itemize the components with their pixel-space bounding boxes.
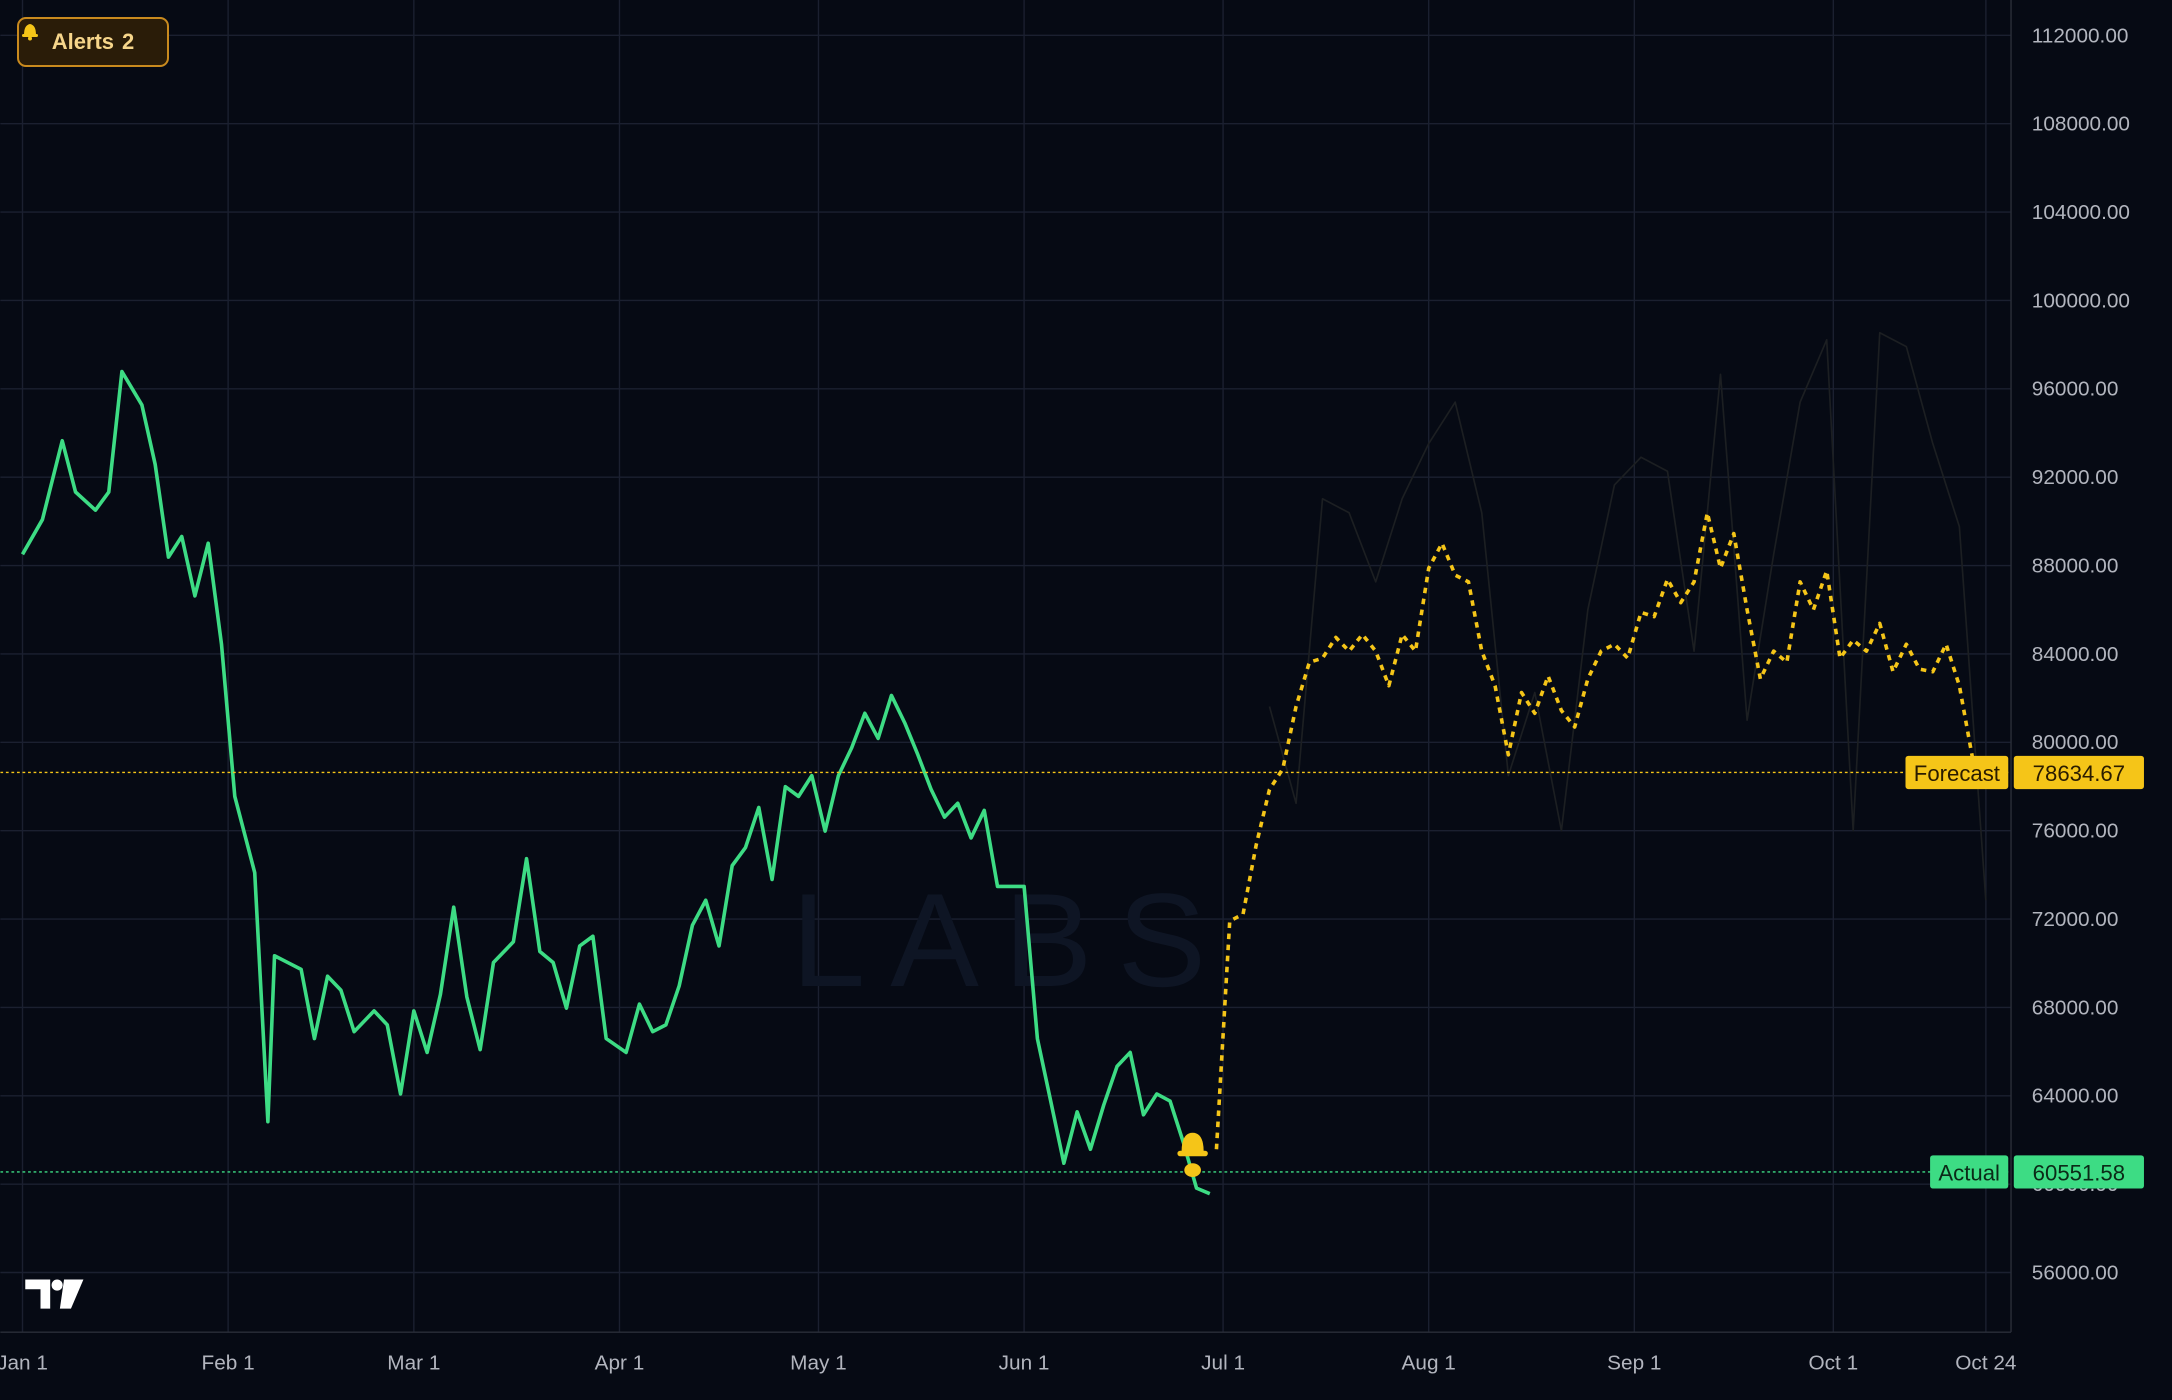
alert-marker — [1177, 1132, 1208, 1178]
x-tick-label: Feb 1 — [202, 1352, 255, 1375]
x-tick-label: Oct 24 — [1955, 1352, 2016, 1375]
price-tag-name: Actual — [1938, 1160, 2000, 1185]
grid — [0, 0, 2012, 1333]
x-tick-label: May 1 — [790, 1352, 847, 1375]
x-tick-label: Apr 1 — [595, 1352, 645, 1375]
bell-icon — [22, 24, 38, 41]
watermark: LABS — [791, 867, 1231, 1015]
price-tags: Actual 60551.58 Forecast 78634.67 — [1905, 755, 2144, 1189]
x-tick-label: Jul 1 — [1201, 1352, 1245, 1375]
y-tick-label: 112000.00 — [2032, 24, 2129, 47]
x-tick-label: Sep 1 — [1607, 1352, 1661, 1375]
alerts-button[interactable]: Alerts 2 — [17, 17, 169, 67]
tradingview-logo — [25, 1279, 84, 1309]
y-tick-label: 108000.00 — [2032, 113, 2130, 136]
x-tick-label: Mar 1 — [387, 1352, 440, 1375]
y-tick-label: 88000.00 — [2032, 554, 2119, 577]
y-tick-label: 100000.00 — [2032, 289, 2130, 312]
x-tick-label: Aug 1 — [1402, 1352, 1456, 1375]
y-tick-label: 64000.00 — [2032, 1085, 2119, 1108]
x-tick-label: Jan 1 — [0, 1352, 48, 1375]
x-tick-label: Jun 1 — [999, 1352, 1050, 1375]
y-tick-label: 72000.00 — [2032, 908, 2119, 931]
y-tick-label: 68000.00 — [2032, 996, 2119, 1019]
alerts-label: Alerts — [51, 29, 115, 54]
plot-area — [0, 331, 2012, 1196]
price-value-bg — [2013, 1155, 2144, 1189]
price-tag-bg — [1905, 755, 2009, 790]
y-tick-label: 92000.00 — [2032, 466, 2119, 489]
price-value: 78634.67 — [2033, 761, 2125, 786]
series-line — [1268, 331, 1987, 901]
price-tag-name: Forecast — [1914, 761, 2000, 786]
alerts-count: 2 — [122, 29, 135, 54]
series-line — [20, 369, 1211, 1196]
series-line — [1214, 510, 1975, 1150]
price-value-bg — [2013, 755, 2144, 790]
y-tick-label: 104000.00 — [2032, 201, 2130, 224]
y-tick-label: 96000.00 — [2032, 378, 2119, 401]
y-tick-label: 76000.00 — [2032, 820, 2119, 843]
y-tick-label: 56000.00 — [2032, 1261, 2119, 1284]
price-value: 60551.58 — [2033, 1160, 2125, 1185]
y-tick-label: 80000.00 — [2032, 731, 2119, 754]
price-tag-bg — [1930, 1155, 2009, 1189]
y-tick-label: 84000.00 — [2032, 643, 2119, 666]
x-tick-label: Oct 1 — [1809, 1352, 1859, 1375]
